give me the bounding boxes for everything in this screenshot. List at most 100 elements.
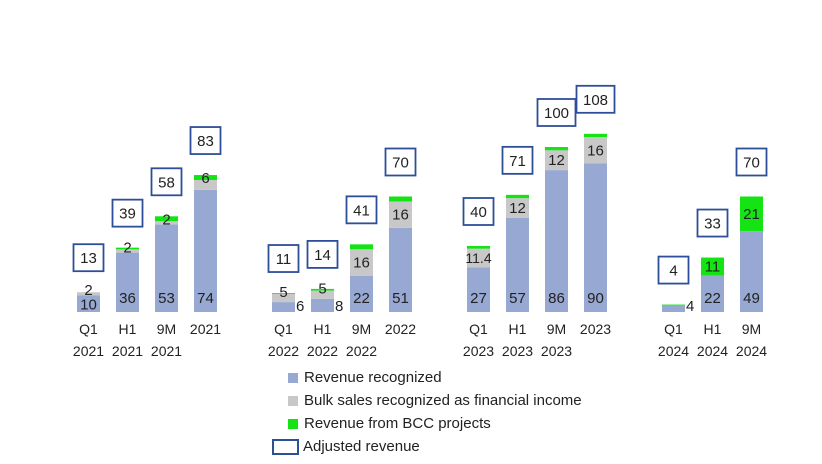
bar-revenue-h1-2023 [506, 217, 529, 312]
label-bulk-2021-2021: 6 [201, 170, 209, 187]
bar-revenue-h1-2021 [116, 252, 139, 312]
bar-bcc-2023-2023 [584, 133, 607, 138]
adjusted-box-h1-2024 [696, 208, 729, 238]
category-label-9m-2023: 9M [547, 321, 566, 337]
adjusted-box-h1-2023 [501, 145, 534, 175]
adjusted-box-q1-2024 [657, 255, 690, 285]
bar-revenue-q1-2023 [467, 267, 490, 312]
bar-revenue-2023-2023 [584, 163, 607, 312]
label-revenue-2022-2022: 51 [392, 290, 409, 307]
adjusted-box-h1-2022 [306, 239, 339, 269]
label-revenue-9m-2021: 53 [158, 290, 175, 307]
category-year-9m-2024: 2024 [736, 343, 767, 359]
adjusted-box-9m-2022 [345, 195, 378, 225]
bar-bcc-2022-2022 [389, 196, 412, 202]
category-year-9m-2021: 2021 [151, 343, 182, 359]
category-year-q1-2024: 2024 [658, 343, 689, 359]
bar-bcc-9m-2024 [740, 196, 763, 232]
label-revenue-2021-2021: 74 [197, 290, 214, 307]
category-label-q1-2024: Q1 [664, 321, 683, 337]
label-revenue-q1-2022: 6 [296, 298, 304, 315]
category-label-h1-2021: H1 [119, 321, 137, 337]
adjusted-box-2023-2023 [575, 84, 616, 114]
legend: Revenue recognized Bulk sales recognized… [272, 366, 582, 458]
bar-bulk-h1-2022 [311, 290, 334, 299]
adjusted-label-9m-2022: 41 [353, 202, 370, 219]
bar-revenue-2021-2021 [194, 189, 217, 312]
adjusted-label-h1-2023: 71 [509, 153, 526, 170]
bar-bulk-h1-2023 [506, 198, 529, 218]
category-year-h1-2024: 2024 [697, 343, 728, 359]
bar-bcc-q1-2022 [272, 293, 295, 294]
bar-revenue-9m-2022 [350, 275, 373, 312]
bar-bcc-2021-2021 [194, 175, 217, 180]
label-revenue-h1-2022: 8 [335, 298, 343, 315]
category-label-9m-2021: 9M [157, 321, 176, 337]
legend-label-bcc: Revenue from BCC projects [304, 415, 491, 432]
category-year-q1-2022: 2022 [268, 343, 299, 359]
bar-bcc-9m-2023 [545, 147, 568, 151]
category-label-9m-2024: 9M [742, 321, 761, 337]
legend-item-revenue: Revenue recognized [272, 366, 582, 389]
category-label-2023-2023: 2023 [580, 321, 611, 337]
adjusted-label-q1-2022: 11 [276, 251, 292, 268]
adjusted-label-h1-2021: 39 [119, 206, 136, 223]
bar-bcc-9m-2021 [155, 216, 178, 222]
label-revenue-h1-2024: 22 [704, 290, 721, 307]
adjusted-label-h1-2022: 14 [314, 247, 331, 264]
bar-revenue-h1-2022 [311, 298, 334, 312]
adjusted-label-9m-2023: 100 [544, 105, 569, 122]
label-bulk-q1-2022: 5 [279, 284, 287, 301]
bar-bulk-9m-2023 [545, 150, 568, 171]
category-year-q1-2023: 2023 [463, 343, 494, 359]
label-revenue-q1-2024: 4 [686, 298, 694, 315]
category-label-h1-2024: H1 [704, 321, 722, 337]
bar-bulk-q1-2022 [272, 293, 295, 303]
category-year-h1-2023: 2023 [502, 343, 533, 359]
category-year-q1-2021: 2021 [73, 343, 104, 359]
bar-revenue-2022-2022 [389, 227, 412, 312]
label-revenue-9m-2022: 22 [353, 290, 370, 307]
label-bulk-9m-2022: 16 [353, 255, 370, 272]
bar-bulk-q1-2023 [467, 248, 490, 268]
category-year-9m-2023: 2023 [541, 343, 572, 359]
bar-revenue-9m-2021 [155, 224, 178, 312]
adjusted-label-2023-2023: 108 [583, 92, 608, 109]
label-revenue-9m-2023: 86 [548, 290, 565, 307]
label-bulk-2022-2022: 16 [392, 207, 409, 224]
label-bulk-9m-2023: 12 [548, 152, 565, 169]
adjusted-label-9m-2021: 58 [158, 174, 175, 191]
label-bulk-h1-2022: 5 [318, 281, 326, 298]
legend-swatch-revenue [288, 372, 298, 383]
adjusted-label-2022-2022: 70 [392, 155, 409, 172]
adjusted-label-9m-2024: 70 [743, 155, 760, 172]
label-revenue-h1-2023: 57 [509, 290, 526, 307]
category-label-q1-2022: Q1 [274, 321, 293, 337]
adjusted-box-9m-2024 [735, 147, 768, 177]
category-label-q1-2021: Q1 [79, 321, 98, 337]
label-revenue-q1-2021: 10 [80, 297, 97, 314]
label-bulk-2023-2023: 16 [587, 142, 604, 159]
adjusted-label-h1-2024: 33 [704, 216, 721, 233]
adjusted-box-q1-2022 [267, 244, 300, 273]
adjusted-label-q1-2023: 40 [470, 204, 487, 221]
legend-label-bulk: Bulk sales recognized as financial incom… [304, 392, 582, 409]
category-year-9m-2022: 2022 [346, 343, 377, 359]
category-year-h1-2021: 2021 [112, 343, 143, 359]
label-revenue-h1-2021: 36 [119, 290, 136, 307]
bar-bcc-h1-2021 [116, 247, 139, 250]
category-label-2021-2021: 2021 [190, 321, 221, 337]
bar-bulk-2022-2022 [389, 201, 412, 228]
adjusted-box-9m-2023 [536, 98, 577, 127]
bar-bcc-h1-2023 [506, 194, 529, 199]
label-bulk-q1-2021: 2 [84, 282, 92, 299]
label-bcc-h1-2024: 11 [705, 259, 721, 276]
legend-item-adjusted: Adjusted revenue [272, 435, 582, 458]
bar-revenue-q1-2022 [272, 302, 295, 312]
category-label-2022-2022: 2022 [385, 321, 416, 337]
label-bulk-q1-2023: 11.4 [465, 250, 491, 266]
bar-bulk-h1-2021 [116, 249, 139, 253]
legend-swatch-bulk [288, 395, 298, 406]
adjusted-box-q1-2021 [72, 243, 105, 273]
